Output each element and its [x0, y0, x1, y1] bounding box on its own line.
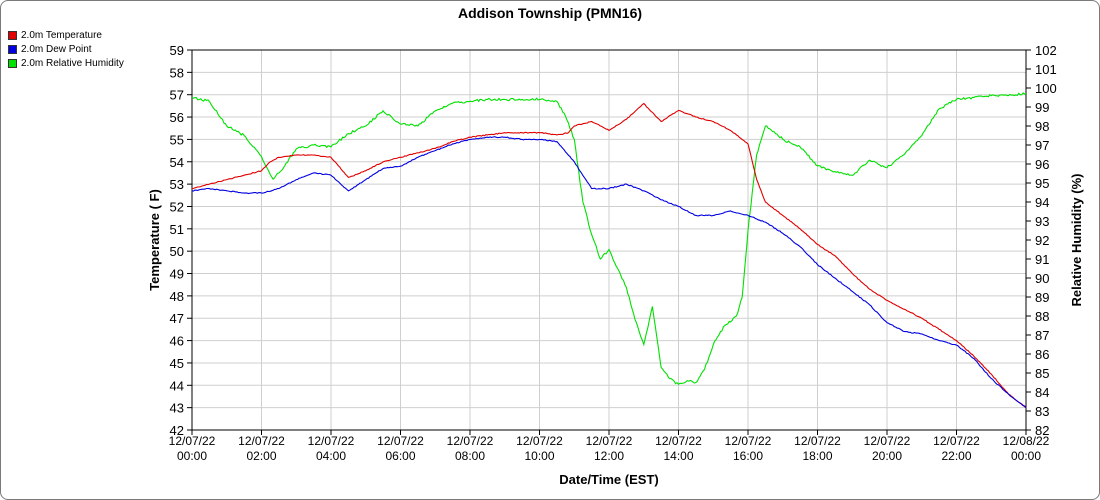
y-tick-label: 48 — [170, 289, 184, 304]
y2-tick-label: 98 — [1035, 119, 1049, 134]
legend-label: 2.0m Temperature — [21, 29, 102, 41]
y-tick-label: 42 — [170, 423, 184, 438]
series-line-2-0m-dew-point — [191, 136, 1027, 408]
y-tick-label: 59 — [170, 43, 184, 58]
y-tick-label: 46 — [170, 334, 184, 349]
y-tick-label: 58 — [170, 65, 184, 80]
legend-item: 2.0m Relative Humidity — [8, 56, 124, 70]
y2-tick-label: 89 — [1035, 290, 1049, 305]
x-tick-date-label: 12/07/22 — [864, 434, 911, 448]
x-tick-time-label: 22:00 — [941, 449, 971, 463]
x-tick-time-label: 02:00 — [246, 449, 276, 463]
plot-border — [191, 49, 1027, 431]
x-tick-time-label: 16:00 — [733, 449, 763, 463]
y2-tick-label: 82 — [1035, 423, 1049, 438]
y-tick-label: 49 — [170, 267, 184, 282]
y2-tick-label: 91 — [1035, 252, 1049, 267]
legend-swatch — [8, 58, 17, 68]
y2-tick-label: 96 — [1035, 157, 1049, 172]
x-tick-date-label: 12/07/22 — [655, 434, 702, 448]
y-tick-label: 55 — [170, 132, 184, 147]
x-tick-date-label: 12/07/22 — [238, 434, 285, 448]
y2-tick-label: 95 — [1035, 176, 1049, 191]
x-tick-time-label: 06:00 — [385, 449, 415, 463]
x-tick-time-label: 12:00 — [594, 449, 624, 463]
x-tick-time-label: 08:00 — [455, 449, 485, 463]
x-tick-time-label: 00:00 — [1011, 449, 1041, 463]
x-tick-date-label: 12/07/22 — [725, 434, 772, 448]
chart-title: Addison Township (PMN16) — [458, 5, 642, 21]
y-tick-label: 44 — [170, 378, 184, 393]
x-tick-time-label: 14:00 — [663, 449, 693, 463]
y2-tick-label: 94 — [1035, 195, 1049, 210]
y-tick-label: 45 — [170, 356, 184, 371]
axes: 42 43 44 45 46 47 48 49 50 51 52 53 54 55 56 57 58 59 82 83… — [169, 43, 1057, 463]
y2-tick-label: 88 — [1035, 309, 1049, 324]
y2-tick-label: 90 — [1035, 271, 1049, 286]
y2-tick-label: 84 — [1035, 385, 1049, 400]
y-tick-label: 56 — [170, 110, 184, 125]
x-tick-time-label: 04:00 — [316, 449, 346, 463]
y2-axis-label: Relative Humidity (%) — [1069, 174, 1084, 307]
y-tick-label: 43 — [170, 401, 184, 416]
x-tick-time-label: 18:00 — [802, 449, 832, 463]
legend-swatch — [8, 30, 17, 40]
y2-tick-label: 92 — [1035, 233, 1049, 248]
x-tick-time-label: 10:00 — [524, 449, 554, 463]
series-line-2-0m-relative-humidity — [191, 92, 1027, 386]
y2-tick-label: 85 — [1035, 366, 1049, 381]
y-tick-label: 53 — [170, 177, 184, 192]
y2-tick-label: 93 — [1035, 214, 1049, 229]
y-tick-label: 54 — [170, 155, 184, 170]
x-tick-date-label: 12/08/22 — [1003, 434, 1050, 448]
y2-tick-label: 100 — [1035, 81, 1057, 96]
series-layer — [191, 92, 1027, 409]
y2-tick-label: 97 — [1035, 138, 1049, 153]
y2-tick-label: 102 — [1035, 43, 1057, 58]
legend-item: 2.0m Dew Point — [8, 42, 124, 56]
y2-tick-label: 83 — [1035, 404, 1049, 419]
x-tick-date-label: 12/07/22 — [933, 434, 980, 448]
y2-tick-label: 99 — [1035, 100, 1049, 115]
y-tick-label: 47 — [170, 311, 184, 326]
series-line-2-0m-temperature — [191, 102, 1027, 409]
legend: 2.0m Temperature 2.0m Dew Point 2.0m Relat… — [8, 28, 124, 70]
x-axis-label: Date/Time (EST) — [559, 472, 658, 487]
y2-tick-label: 86 — [1035, 347, 1049, 362]
x-tick-time-label: 20:00 — [872, 449, 902, 463]
legend-item: 2.0m Temperature — [8, 28, 124, 42]
x-tick-date-label: 12/07/22 — [447, 434, 494, 448]
x-tick-date-label: 12/07/22 — [516, 434, 563, 448]
x-tick-date-label: 12/07/22 — [794, 434, 841, 448]
y-tick-label: 51 — [170, 222, 184, 237]
y2-tick-label: 87 — [1035, 328, 1049, 343]
x-tick-date-label: 12/07/22 — [308, 434, 355, 448]
y-tick-label: 52 — [170, 199, 184, 214]
x-tick-time-label: 00:00 — [177, 449, 207, 463]
y-tick-label: 50 — [170, 244, 184, 259]
legend-label: 2.0m Dew Point — [21, 43, 92, 55]
x-tick-date-label: 12/07/22 — [169, 434, 216, 448]
grid — [191, 49, 1027, 431]
x-tick-date-label: 12/07/22 — [377, 434, 424, 448]
y-axis-label: Temperature ( F) — [147, 189, 162, 291]
y-tick-label: 57 — [170, 88, 184, 103]
legend-label: 2.0m Relative Humidity — [21, 57, 124, 69]
y2-tick-label: 101 — [1035, 62, 1057, 77]
legend-swatch — [8, 44, 17, 54]
x-tick-date-label: 12/07/22 — [586, 434, 633, 448]
